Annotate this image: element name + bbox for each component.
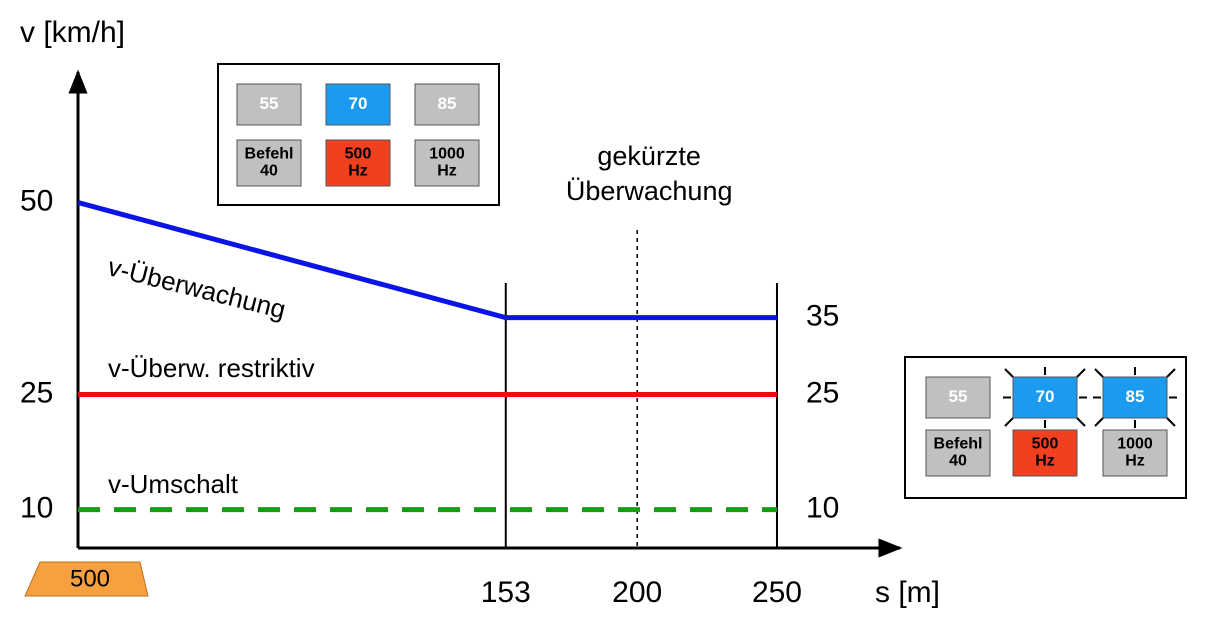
- indicator-text: 40: [260, 163, 278, 180]
- indicator-button: [1102, 429, 1168, 477]
- series-line: [77, 200, 777, 321]
- indicator-text: 85: [1126, 387, 1145, 406]
- indicator-text: Hz: [437, 163, 457, 180]
- y-tick-label: 50: [20, 184, 53, 217]
- series-label: v-Überwachung: [105, 251, 289, 324]
- x-axis-title: s [m]: [875, 576, 940, 609]
- indicator-button: [325, 139, 391, 187]
- annotation: gekürzte: [597, 141, 701, 171]
- magnet-label: 500: [70, 565, 110, 592]
- series-label: v-Umschalt: [108, 469, 239, 499]
- end-value-label: 35: [806, 300, 839, 333]
- indicator-text: Hz: [1125, 453, 1145, 470]
- annotation: Überwachung: [566, 176, 733, 206]
- series-label: v-Überw. restriktiv: [108, 353, 315, 383]
- indicator-text: Befehl: [245, 146, 294, 163]
- indicator-text: 1000: [429, 146, 465, 163]
- x-tick-label: 250: [752, 576, 802, 609]
- indicator-text: Befehl: [934, 436, 983, 453]
- x-tick-label: 153: [481, 576, 531, 609]
- indicator-text: 70: [1036, 387, 1055, 406]
- indicator-button: [414, 83, 480, 126]
- indicator-button: [1012, 429, 1078, 477]
- indicator-text: 40: [949, 453, 967, 470]
- indicator-text: 500: [345, 146, 372, 163]
- indicator-button: [236, 139, 302, 187]
- indicator-text: 55: [260, 94, 279, 113]
- indicator-button: [925, 429, 991, 477]
- y-axis-title: v [km/h]: [20, 16, 125, 49]
- indicator-text: Hz: [348, 163, 368, 180]
- indicator-button: [325, 83, 391, 126]
- indicator-text: Hz: [1035, 453, 1055, 470]
- indicator-text: 70: [349, 94, 368, 113]
- indicator-button: [1012, 376, 1078, 419]
- y-tick-label: 25: [20, 376, 53, 409]
- x-tick-label: 200: [612, 576, 662, 609]
- indicator-button: [414, 139, 480, 187]
- indicator-button: [925, 376, 991, 419]
- y-tick-label: 10: [20, 492, 53, 525]
- indicator-text: 500: [1032, 436, 1059, 453]
- indicator-text: 55: [949, 387, 968, 406]
- indicator-button: [236, 83, 302, 126]
- indicator-text: 85: [438, 94, 457, 113]
- end-value-label: 25: [806, 376, 839, 409]
- magnet: [24, 561, 149, 597]
- indicator-text: 1000: [1117, 436, 1153, 453]
- indicator-button: [1102, 376, 1168, 419]
- end-value-label: 10: [806, 492, 839, 525]
